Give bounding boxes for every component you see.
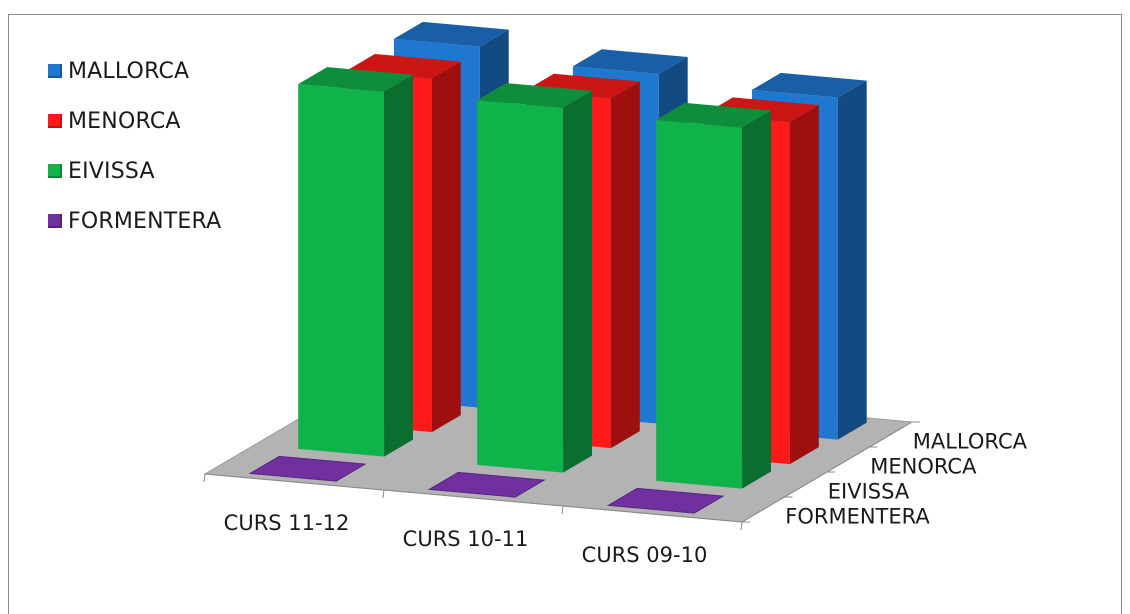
bar-top-face [751,72,867,98]
bar-top-face [477,83,592,108]
bar-formentera-2 [606,487,725,514]
legend-label-menorca: MENORCA [68,108,181,134]
legend: MALLORCA MENORCA EIVISSA FORMENTERA [48,46,221,246]
bar-front-face [298,84,385,457]
bar-formentera-0 [248,455,367,482]
legend-item-menorca: MENORCA [48,96,221,146]
bar-eivissa-1 [477,83,592,473]
depth-axis-label: FORMENTERA [785,505,930,529]
bar-side-face [789,105,819,465]
bar-eivissa-0 [298,67,413,457]
bar-front-face [656,119,743,489]
category-axis-line [204,473,743,523]
category-tick [561,505,564,515]
depth-axis-label: MENORCA [870,455,977,479]
category-label: CURS 11-12 [224,511,350,535]
category-label: CURS 10-11 [403,527,529,551]
legend-swatch-eivissa [48,164,62,178]
category-tick [382,489,385,499]
legend-swatch-formentera [48,214,62,228]
bar-side-face [837,80,867,440]
legend-label-mallorca: MALLORCA [68,58,190,84]
legend-label-formentera: FORMENTERA [68,208,222,234]
depth-axis-label: MALLORCA [913,430,1028,454]
bar-top-face [393,21,509,47]
bar-side-face [563,90,592,473]
bar-top-face [572,49,688,74]
bar-flat-top [248,455,367,482]
legend-item-mallorca: MALLORCA [48,46,221,96]
legend-swatch-menorca [48,114,62,128]
bar-formentera-1 [427,471,546,498]
bar-top-face [656,102,771,128]
category-tick [203,473,206,483]
bar-side-face [431,61,461,433]
chart-frame [8,14,1122,614]
legend-item-eivissa: EIVISSA [48,146,221,196]
bar-front-face [477,100,564,473]
category-label: CURS 09-10 [582,543,708,567]
legend-swatch-mallorca [48,64,62,78]
depth-axis-label: EIVISSA [828,480,910,504]
bar-side-face [742,110,771,489]
bar-eivissa-2 [656,102,771,489]
category-tick [740,521,743,531]
legend-item-formentera: FORMENTERA [48,196,221,246]
bar-top-face [298,67,413,92]
bar-side-face [384,74,413,457]
chart-plot: CURS 11-12 CURS 10-11 CURS 09-10 MALLORCAME… [203,21,1028,567]
bar-side-face [610,81,640,449]
bar-flat-top [427,471,546,498]
legend-label-eivissa: EIVISSA [68,158,155,184]
bar-flat-top [606,487,725,514]
